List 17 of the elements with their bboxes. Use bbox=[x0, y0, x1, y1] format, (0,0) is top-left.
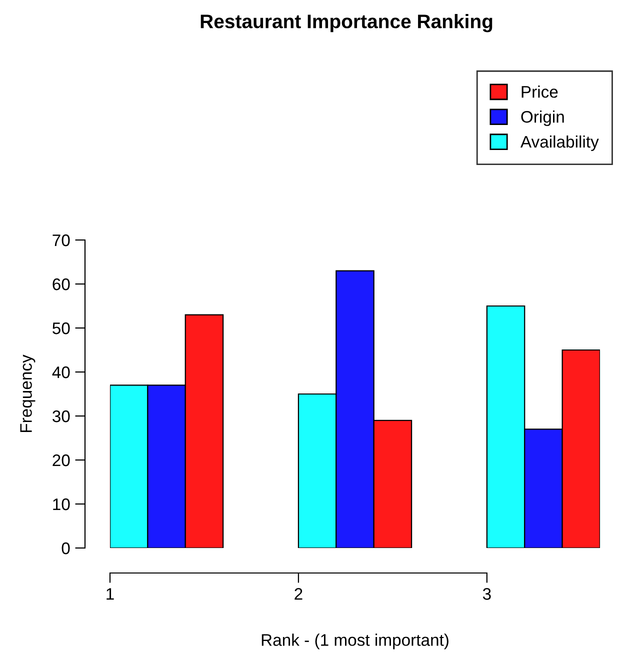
y-tick-label: 40 bbox=[52, 366, 70, 378]
chart-title: Restaurant Importance Ranking bbox=[200, 14, 492, 32]
y-tick-label: 30 bbox=[52, 410, 70, 422]
y-tick-label: 50 bbox=[52, 322, 70, 334]
x-tick-label: 3 bbox=[482, 588, 491, 600]
legend-label: Availability bbox=[520, 135, 599, 152]
y-tick-label: 70 bbox=[52, 234, 70, 246]
y-tick-label: 60 bbox=[52, 278, 70, 290]
y-tick-label: 10 bbox=[53, 498, 70, 510]
y-axis-title: Frequency bbox=[20, 354, 36, 432]
legend-label: Price bbox=[522, 86, 558, 98]
y-tick-label: 20 bbox=[52, 454, 70, 466]
x-axis-title: Rank - (1 most important) bbox=[262, 634, 448, 650]
x-tick-label: 1 bbox=[106, 588, 114, 600]
x-tick-label: 2 bbox=[294, 588, 302, 600]
legend-label: Origin bbox=[521, 110, 564, 126]
y-tick-label: 0 bbox=[62, 542, 70, 554]
